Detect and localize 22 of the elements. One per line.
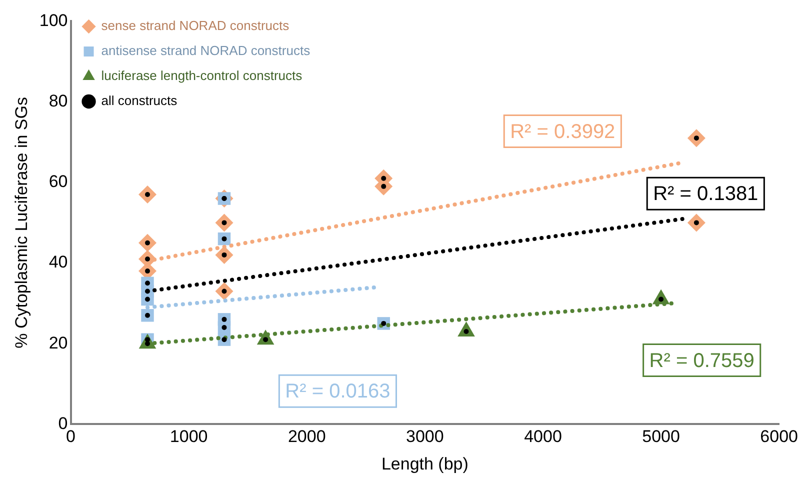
y-tick-label: 20 xyxy=(48,333,68,352)
legend-label: antisense strand NORAD constructs xyxy=(101,43,311,58)
x-tick-label: 3000 xyxy=(406,427,444,446)
legend-label: all constructs xyxy=(101,93,178,108)
y-axis-title: % Cytoplasmic Luciferase in SGs xyxy=(12,97,31,348)
annotation: R² = 0.1381 xyxy=(653,183,758,206)
x-tick-label: 4000 xyxy=(524,427,562,446)
annotation: R² = 0.7559 xyxy=(649,350,754,372)
y-tick-label: 60 xyxy=(48,172,68,192)
annotation: R² = 0.3992 xyxy=(510,120,616,143)
annotation: R² = 0.0163 xyxy=(285,380,390,403)
x-tick-label: 2000 xyxy=(288,427,326,446)
y-tick-label: 0 xyxy=(58,414,68,433)
legend-label: luciferase length-control constructs xyxy=(101,68,303,84)
y-tick-label: 100 xyxy=(39,10,68,30)
x-tick-label: 6000 xyxy=(760,427,798,446)
y-tick-label: 40 xyxy=(48,252,68,272)
y-tick-label: 80 xyxy=(48,91,68,110)
x-tick-label: 1000 xyxy=(170,427,208,446)
legend-label: sense strand NORAD constructs xyxy=(101,18,290,34)
x-axis-title: Length (bp) xyxy=(381,454,468,474)
x-tick-label: 5000 xyxy=(642,427,680,446)
